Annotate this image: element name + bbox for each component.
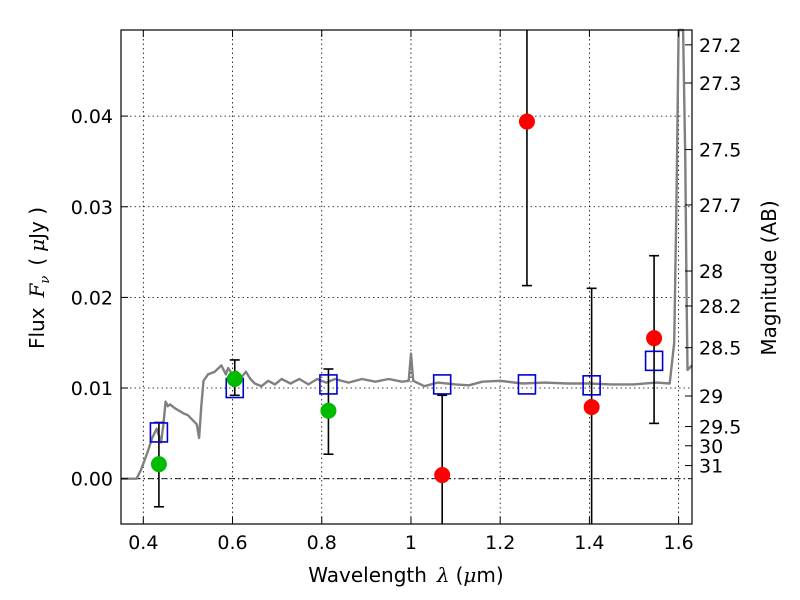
x-tick-label: 1 bbox=[405, 532, 417, 554]
mag-tick-label: 27.2 bbox=[699, 35, 741, 57]
x-axis-label: Wavelength λ (μm) bbox=[308, 563, 503, 587]
model-point bbox=[432, 374, 452, 395]
x-tick-label: 1.2 bbox=[485, 532, 515, 554]
grid bbox=[121, 30, 692, 524]
x-tick-label: 0.8 bbox=[307, 532, 337, 554]
mag-tick-label: 28.2 bbox=[699, 296, 741, 318]
optical-point bbox=[320, 402, 337, 419]
mag-tick-label: 29 bbox=[699, 386, 723, 408]
y-tick-label: 0.03 bbox=[71, 197, 113, 219]
plot-frame bbox=[120, 29, 693, 525]
y-tick-label: 0.00 bbox=[71, 469, 113, 491]
x-tick-label: 0.4 bbox=[128, 532, 158, 554]
y-tick-label: 0.02 bbox=[71, 287, 113, 309]
nir-point bbox=[434, 467, 451, 484]
mag-tick-label: 27.7 bbox=[699, 195, 741, 217]
optical-point bbox=[226, 370, 243, 387]
data-marks bbox=[149, 30, 664, 524]
nir-point bbox=[518, 113, 535, 130]
mag-tick-label: 28 bbox=[699, 261, 723, 283]
model-point bbox=[582, 375, 601, 396]
model-point bbox=[517, 374, 537, 395]
mag-tick-label: 30 bbox=[699, 436, 723, 458]
model-point bbox=[149, 422, 169, 443]
axis-ticks: 0.4 0.6 0.8 1 1.2 1.4 1.6 0.00 0.01 0.02 0.03 0.04 2… bbox=[71, 30, 741, 554]
x-tick-label: 1.6 bbox=[664, 532, 694, 554]
y-axis-label: FluxFν(μJy ) bbox=[25, 207, 53, 349]
mag-tick-label: 27.3 bbox=[699, 73, 741, 95]
mag-tick-label: 28.5 bbox=[699, 338, 741, 360]
nir-point bbox=[646, 330, 663, 347]
model-sed-line bbox=[121, 28, 693, 480]
y-tick-label: 0.01 bbox=[71, 378, 113, 400]
y-tick-label: 0.04 bbox=[71, 106, 113, 128]
nir-point bbox=[583, 399, 600, 416]
optical-point bbox=[150, 456, 167, 473]
x-tick-label: 0.6 bbox=[217, 532, 247, 554]
mag-tick-label: 27.5 bbox=[699, 140, 741, 162]
model-point bbox=[319, 374, 338, 395]
model-point bbox=[644, 350, 664, 372]
magnitude-axis-label: Magnitude (AB) bbox=[757, 200, 781, 355]
mag-tick-label: 29.5 bbox=[699, 417, 741, 439]
mag-tick-label: 31 bbox=[699, 456, 723, 478]
x-tick-label: 1.4 bbox=[574, 532, 604, 554]
